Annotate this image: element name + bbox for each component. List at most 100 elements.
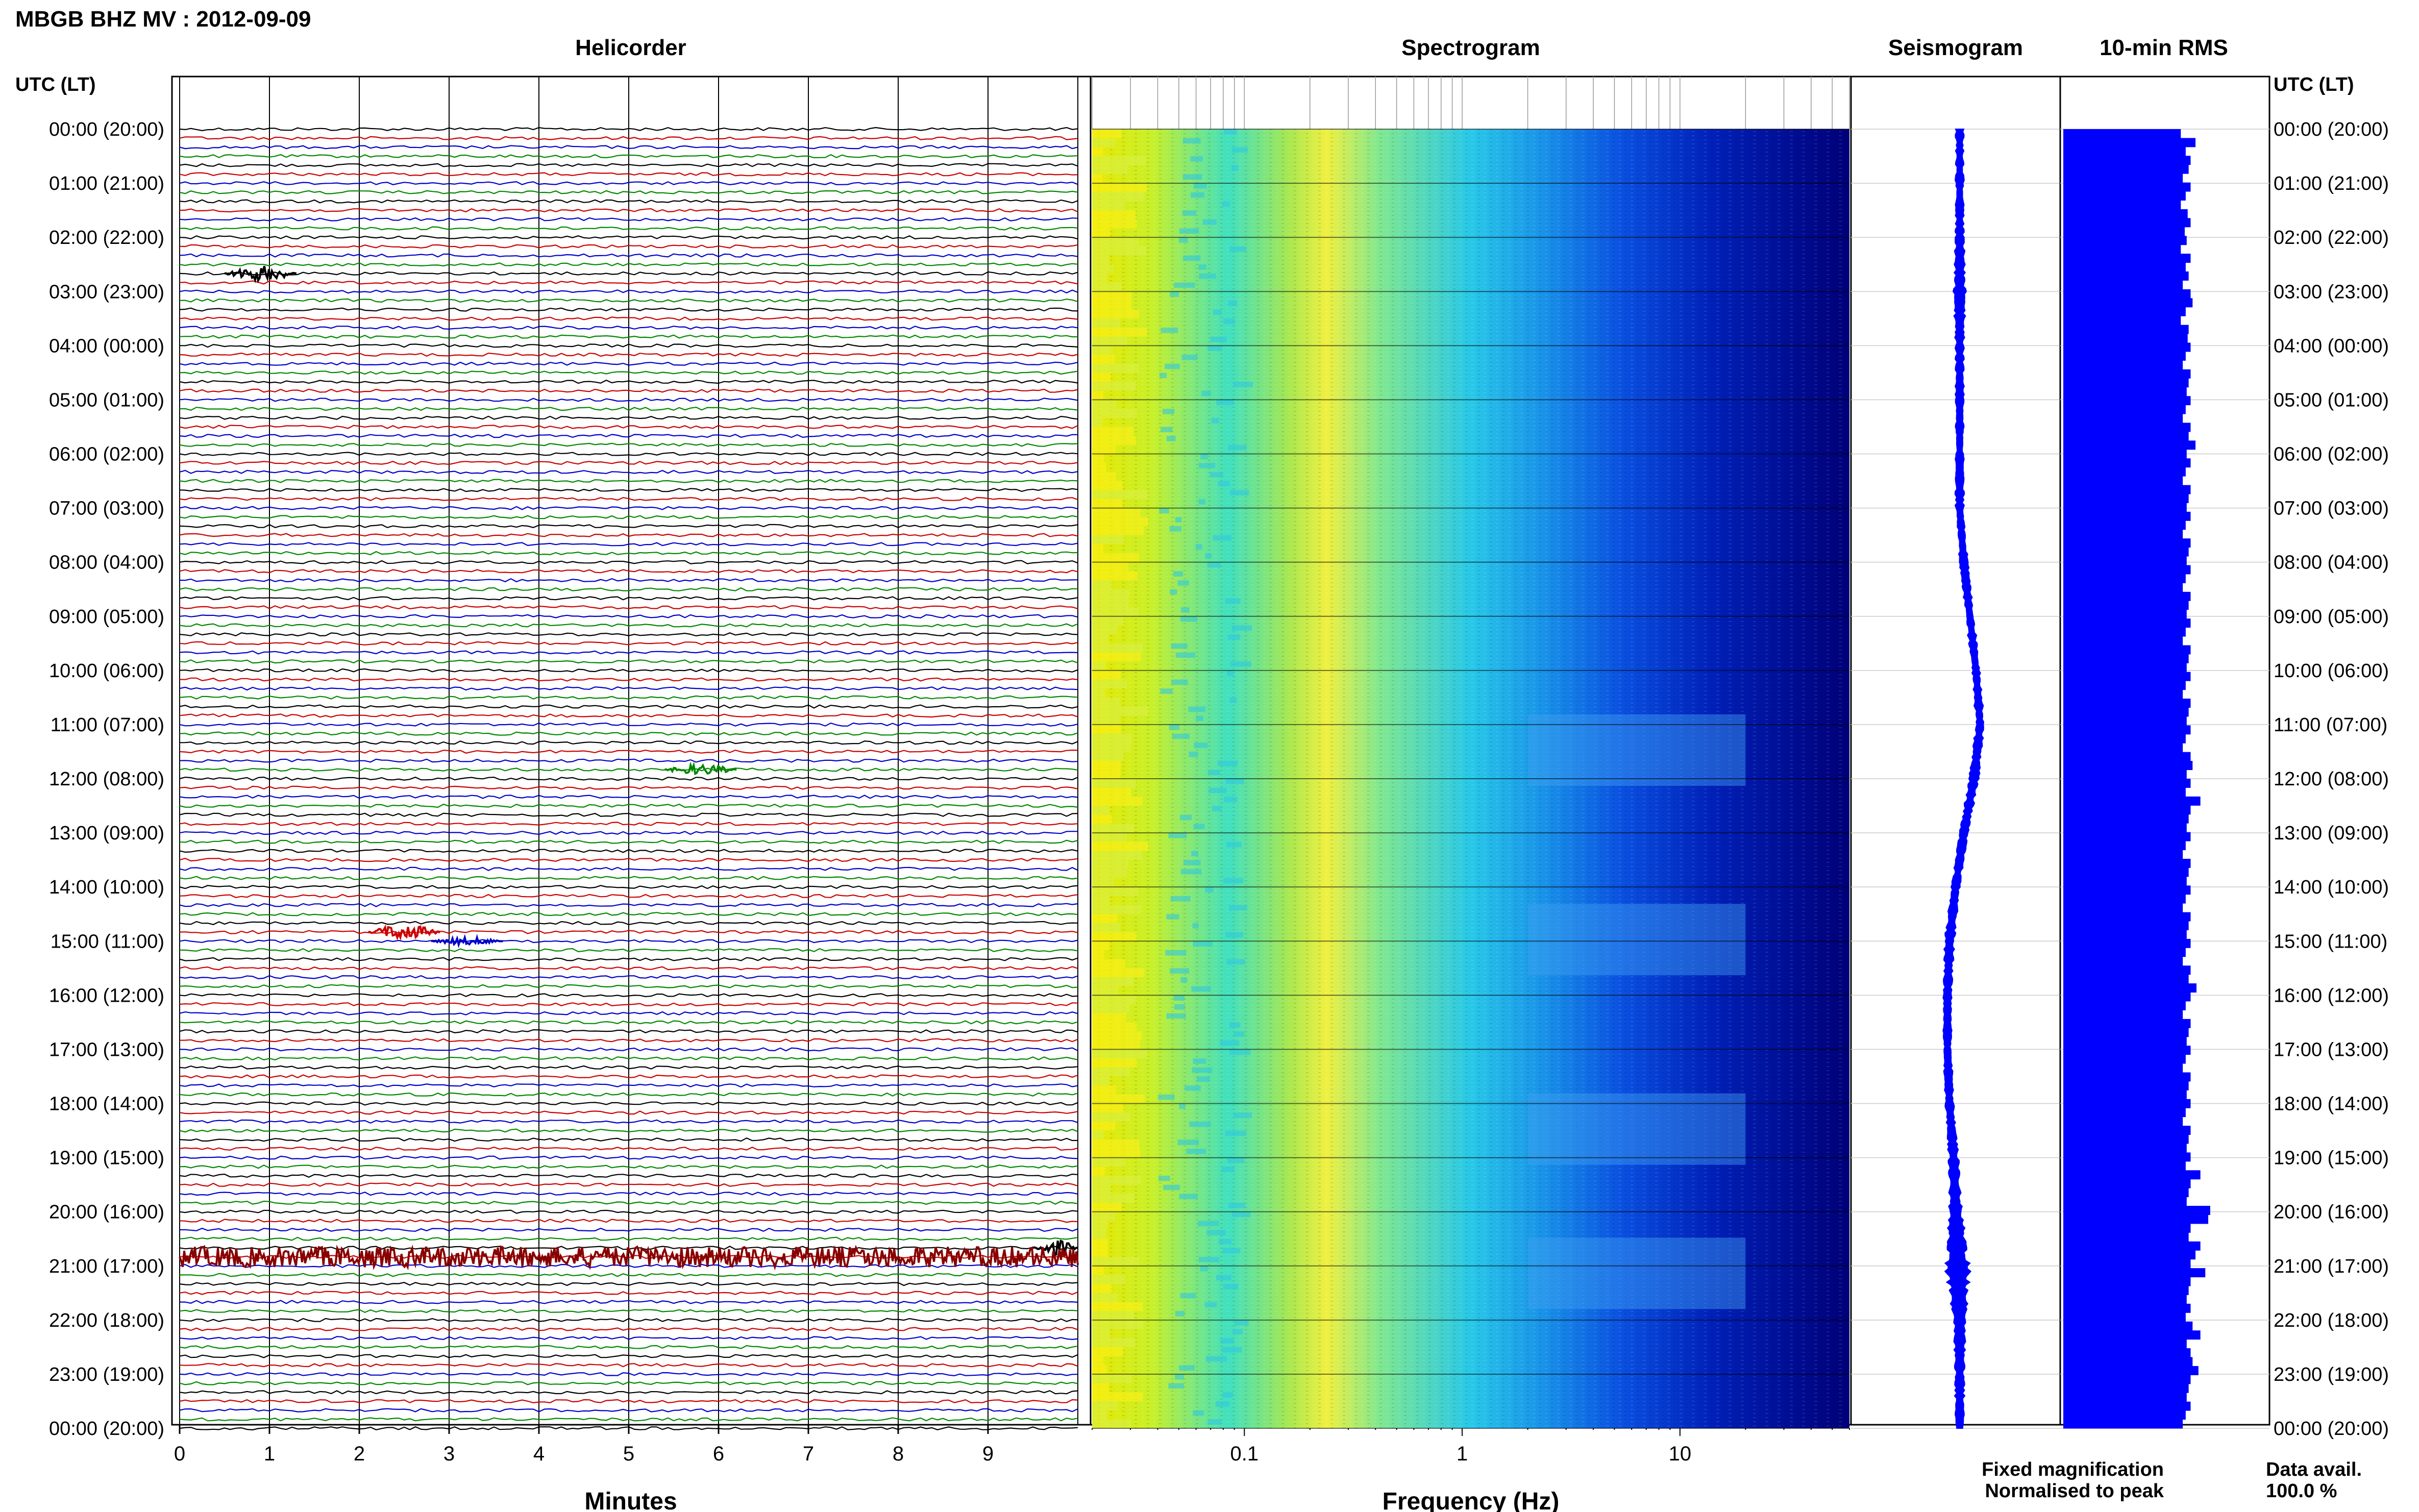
helicorder-trace bbox=[179, 406, 1078, 411]
rms-bar bbox=[2063, 850, 2183, 859]
rms-bar bbox=[2063, 387, 2187, 396]
helicorder-trace bbox=[179, 226, 1078, 231]
helicorder-trace bbox=[179, 939, 1078, 944]
time-tick-right: 18:00 (14:00) bbox=[2274, 1094, 2389, 1115]
helicorder-trace bbox=[179, 1354, 1078, 1358]
helicorder-trace bbox=[179, 569, 1078, 574]
helicorder-trace bbox=[179, 316, 1078, 321]
rms-bar bbox=[2063, 787, 2186, 797]
helicorder-xtick: 6 bbox=[713, 1443, 724, 1465]
helicorder-trace bbox=[179, 533, 1078, 537]
rms-bar bbox=[2063, 503, 2187, 512]
helicorder-trace bbox=[179, 1281, 1078, 1286]
helicorder-trace bbox=[179, 235, 1078, 240]
helicorder-trace bbox=[179, 1155, 1078, 1160]
utc-label-right: UTC (LT) bbox=[2274, 74, 2354, 95]
helicorder-trace bbox=[179, 262, 1078, 267]
helicorder-trace bbox=[179, 289, 1078, 294]
rms-bar bbox=[2063, 805, 2191, 815]
helicorder-trace bbox=[179, 1047, 1078, 1052]
rms-bar bbox=[2063, 903, 2183, 913]
helicorder-trace bbox=[179, 903, 1078, 907]
rms-bar bbox=[2063, 467, 2186, 477]
helicorder-trace bbox=[179, 1408, 1078, 1412]
time-tick-right: 22:00 (18:00) bbox=[2274, 1310, 2389, 1331]
helicorder-trace bbox=[179, 145, 1078, 150]
rms-bar bbox=[2063, 138, 2196, 147]
rms-bar bbox=[2063, 325, 2189, 334]
rms-bar bbox=[2063, 591, 2191, 601]
time-tick-left: 00:00 (20:00) bbox=[49, 119, 164, 140]
time-tick-right: 09:00 (05:00) bbox=[2274, 606, 2389, 628]
rms-bar bbox=[2063, 885, 2191, 895]
rms-bar bbox=[2063, 574, 2186, 583]
time-tick-left: 06:00 (02:00) bbox=[49, 444, 164, 465]
rms-bar bbox=[2063, 1223, 2191, 1233]
helicorder-trace bbox=[179, 894, 1078, 898]
time-tick-right: 23:00 (19:00) bbox=[2274, 1364, 2389, 1385]
helicorder-trace bbox=[179, 361, 1078, 366]
data-availability-label: Data avail. bbox=[2266, 1459, 2362, 1480]
helicorder-trace bbox=[179, 415, 1078, 420]
rms-bar bbox=[2063, 1188, 2189, 1198]
time-tick-right: 02:00 (22:00) bbox=[2274, 227, 2389, 249]
seismogram-trace bbox=[1942, 129, 1985, 1429]
helicorder-trace bbox=[179, 1011, 1078, 1015]
helicorder-trace bbox=[179, 307, 1078, 312]
helicorder-trace bbox=[179, 1399, 1078, 1404]
helicorder-xtick: 4 bbox=[533, 1443, 545, 1465]
rms-bar bbox=[2063, 1134, 2189, 1144]
helicorder-trace bbox=[179, 244, 1078, 249]
helicorder-trace bbox=[179, 686, 1078, 691]
rms-bar bbox=[2063, 414, 2183, 423]
legend-fixed-magnification: Fixed magnification bbox=[1982, 1459, 2164, 1480]
rms-bar bbox=[2063, 654, 2189, 663]
rms-bar bbox=[2063, 298, 2193, 308]
helicorder-trace bbox=[179, 578, 1078, 583]
helicorder-trace bbox=[179, 1128, 1078, 1133]
rms-bar bbox=[2063, 1063, 2183, 1073]
rms-bar bbox=[2063, 867, 2189, 877]
rms-bar bbox=[2063, 1090, 2187, 1100]
time-tick-right: 10:00 (06:00) bbox=[2274, 660, 2389, 682]
rms-bar bbox=[2063, 938, 2191, 948]
helicorder-trace bbox=[179, 208, 1078, 213]
rms-bar bbox=[2063, 1046, 2191, 1055]
spectrogram-panel: 0.1 1 10 bbox=[1090, 76, 1852, 1465]
time-tick-right: 12:00 (08:00) bbox=[2274, 769, 2389, 790]
helicorder-trace bbox=[179, 506, 1078, 510]
time-tick-right: 01:00 (21:00) bbox=[2274, 173, 2389, 194]
helicorder-trace bbox=[179, 695, 1078, 700]
rms-bar bbox=[2063, 485, 2191, 494]
helicorder-trace bbox=[179, 127, 1078, 132]
helicorder-trace bbox=[179, 298, 1078, 303]
rms-bar bbox=[2063, 743, 2183, 753]
rms-bar bbox=[2063, 1303, 2191, 1313]
rms-bar bbox=[2063, 636, 2183, 646]
spectrogram-xtick: 10 bbox=[1669, 1443, 1692, 1465]
rms-bar bbox=[2063, 1126, 2191, 1135]
helicorder-trace bbox=[179, 596, 1078, 601]
helicorder-trace bbox=[179, 370, 1078, 375]
rms-bar bbox=[2063, 476, 2183, 486]
helicorder-trace bbox=[179, 1372, 1078, 1377]
rms-bar bbox=[2063, 627, 2186, 637]
helicorder-trace bbox=[179, 398, 1078, 402]
rms-bar bbox=[2063, 1321, 2193, 1331]
helicorder-trace bbox=[179, 479, 1078, 483]
helicorder-trace bbox=[179, 1146, 1078, 1151]
rms-bar bbox=[2063, 894, 2186, 904]
time-tick-left: 00:00 (20:00) bbox=[49, 1418, 164, 1440]
helicorder-trace bbox=[179, 1029, 1078, 1034]
helicorder-trace bbox=[179, 136, 1078, 140]
rms-bar bbox=[2063, 1197, 2187, 1206]
rms-bar bbox=[2063, 645, 2191, 655]
rms-bar bbox=[2063, 1054, 2186, 1064]
time-tick-left: 14:00 (10:00) bbox=[49, 877, 164, 898]
rms-bar bbox=[2063, 316, 2181, 326]
data-availability-value: 100.0 % bbox=[2266, 1480, 2337, 1502]
rms-bar bbox=[2063, 520, 2186, 530]
rms-bar bbox=[2063, 858, 2191, 868]
time-tick-left: 13:00 (09:00) bbox=[49, 823, 164, 844]
helicorder-trace bbox=[179, 713, 1078, 718]
